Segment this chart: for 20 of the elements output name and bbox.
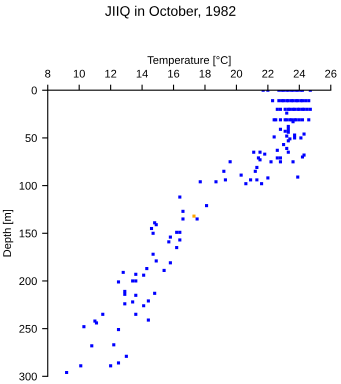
y-tick-label: 100 [20, 182, 37, 190]
y-tick-label: 0 [32, 86, 37, 94]
y-tick-label: 150 [20, 230, 37, 238]
x-tick-label: 8 [45, 70, 50, 78]
x-tick-label: 18 [200, 70, 211, 78]
x-axis-title: Temperature [°C] [147, 56, 231, 66]
y-tick-label: 50 [25, 134, 37, 142]
x-tick-label: 16 [168, 70, 180, 78]
y-tick-label: 200 [19, 277, 37, 286]
x-tick-label: 22 [262, 70, 274, 78]
y-tick-label: 250 [19, 324, 37, 333]
x-tick-label: 14 [136, 70, 148, 78]
x-tick-label: 10 [74, 70, 85, 78]
x-tick-label: 24 [294, 70, 306, 78]
x-tick-label: 12 [105, 70, 116, 78]
y-axis-title: Depth [m] [2, 210, 14, 256]
x-tick-label: 20 [230, 70, 242, 78]
chart-title: JIIQ in October, 1982 [105, 6, 236, 18]
y-tick-label: 300 [19, 372, 37, 380]
x-tick-label: 26 [325, 70, 336, 78]
